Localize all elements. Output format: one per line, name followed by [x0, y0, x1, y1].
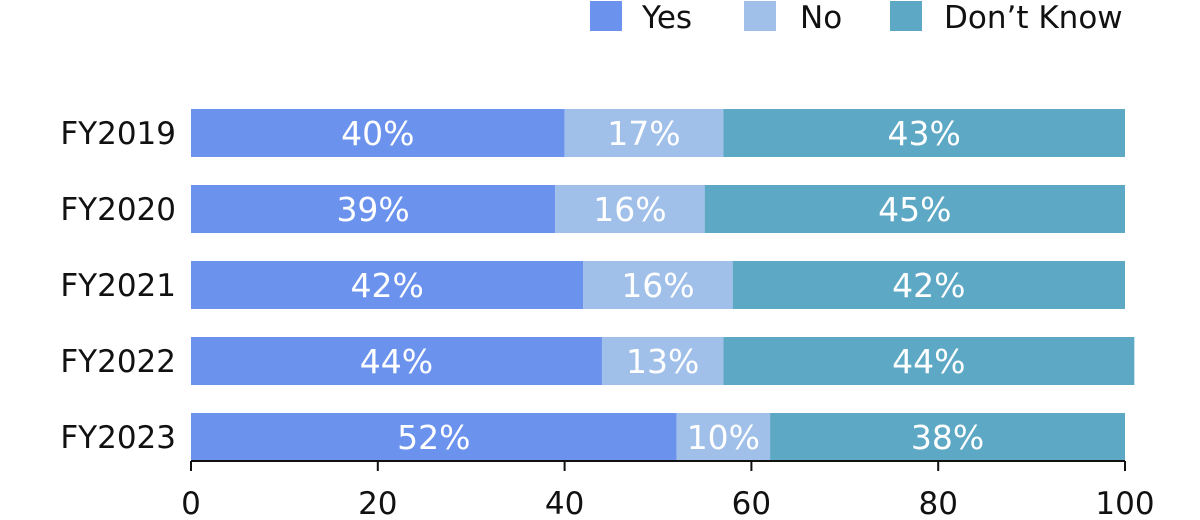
bar-segment-yes: [191, 109, 565, 157]
y-tick-label: FY2022: [60, 344, 176, 380]
data-label: 17%: [607, 114, 680, 153]
x-tick-label: 20: [358, 486, 397, 520]
bar-segment-no: [601, 337, 724, 385]
bar-segment-don-t-know: [704, 185, 1125, 233]
bar-segment-no: [583, 261, 733, 309]
bar-segment-yes: [191, 185, 556, 233]
data-label: 16%: [593, 190, 666, 229]
y-tick-label: FY2019: [60, 116, 176, 152]
legend-label: No: [800, 0, 842, 36]
data-label: 39%: [336, 190, 409, 229]
y-tick-label: FY2023: [60, 420, 176, 456]
bar-segment-no: [555, 185, 705, 233]
y-axis-labels: FY2019 FY2020 FY2021 FY2022 FY2023: [60, 116, 176, 456]
data-label: 52%: [397, 418, 470, 457]
data-label: 43%: [888, 114, 961, 153]
bar-segment-no: [564, 109, 724, 157]
bar-segment-yes: [191, 261, 584, 309]
x-tick-label: 100: [1095, 486, 1154, 520]
legend-label: Don’t Know: [944, 0, 1123, 36]
data-label: 13%: [626, 342, 699, 381]
data-label: 42%: [350, 266, 423, 305]
data-label: 16%: [621, 266, 694, 305]
legend-swatch: [590, 1, 622, 31]
data-label: 45%: [878, 190, 951, 229]
bar-segment-no: [676, 413, 771, 461]
data-label: 44%: [360, 342, 433, 381]
y-tick-label: FY2021: [60, 268, 176, 304]
bar-segment-don-t-know: [770, 413, 1125, 461]
legend-label: Yes: [641, 0, 692, 36]
bar-segment-don-t-know: [723, 109, 1125, 157]
bar-segment-yes: [191, 413, 677, 461]
x-tick-label: 40: [545, 486, 584, 520]
legend: Yes No Don’t Know: [590, 0, 1123, 36]
y-tick-label: FY2020: [60, 192, 176, 228]
x-tick-label: 60: [732, 486, 771, 520]
bar-segment-yes: [191, 337, 602, 385]
data-label: 42%: [892, 266, 965, 305]
data-label: 38%: [911, 418, 984, 457]
legend-swatch: [890, 1, 922, 31]
bar-segment-don-t-know: [723, 337, 1135, 385]
bars: 40% 17% 43% 39% 16% 45% 42% 16% 42% 44% 13% 44% 52% 1…: [191, 109, 1135, 461]
data-label: 44%: [892, 342, 965, 381]
x-axis: 0 20 40 60 80 100: [181, 460, 1155, 520]
bar-segment-don-t-know: [732, 261, 1125, 309]
x-tick-label: 0: [181, 486, 201, 520]
data-label: 40%: [341, 114, 414, 153]
x-tick-label: 80: [918, 486, 957, 520]
data-label: 10%: [687, 418, 760, 457]
legend-swatch: [744, 1, 776, 31]
